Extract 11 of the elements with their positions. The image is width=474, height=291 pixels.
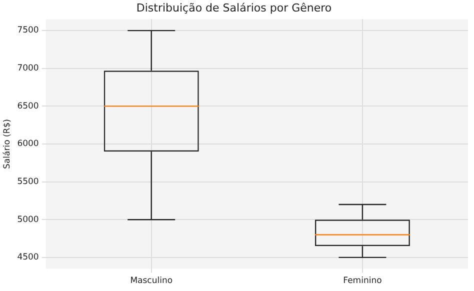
y-tick-label: 6000 <box>17 139 39 150</box>
y-tick-label: 6500 <box>17 101 39 112</box>
y-tick-label: 5000 <box>17 214 39 225</box>
y-tick-label: 7500 <box>17 26 39 36</box>
y-tick-label: 7000 <box>17 64 39 74</box>
x-tick-label: Masculino <box>130 276 173 286</box>
y-tick-label: 4500 <box>17 252 39 263</box>
y-axis-title: Salário (R$) <box>2 119 12 169</box>
y-tick-label: 5500 <box>17 177 39 188</box>
chart-title: Distribuição de Salários por Gênero <box>136 1 332 14</box>
x-tick-label: Feminino <box>343 276 382 286</box>
